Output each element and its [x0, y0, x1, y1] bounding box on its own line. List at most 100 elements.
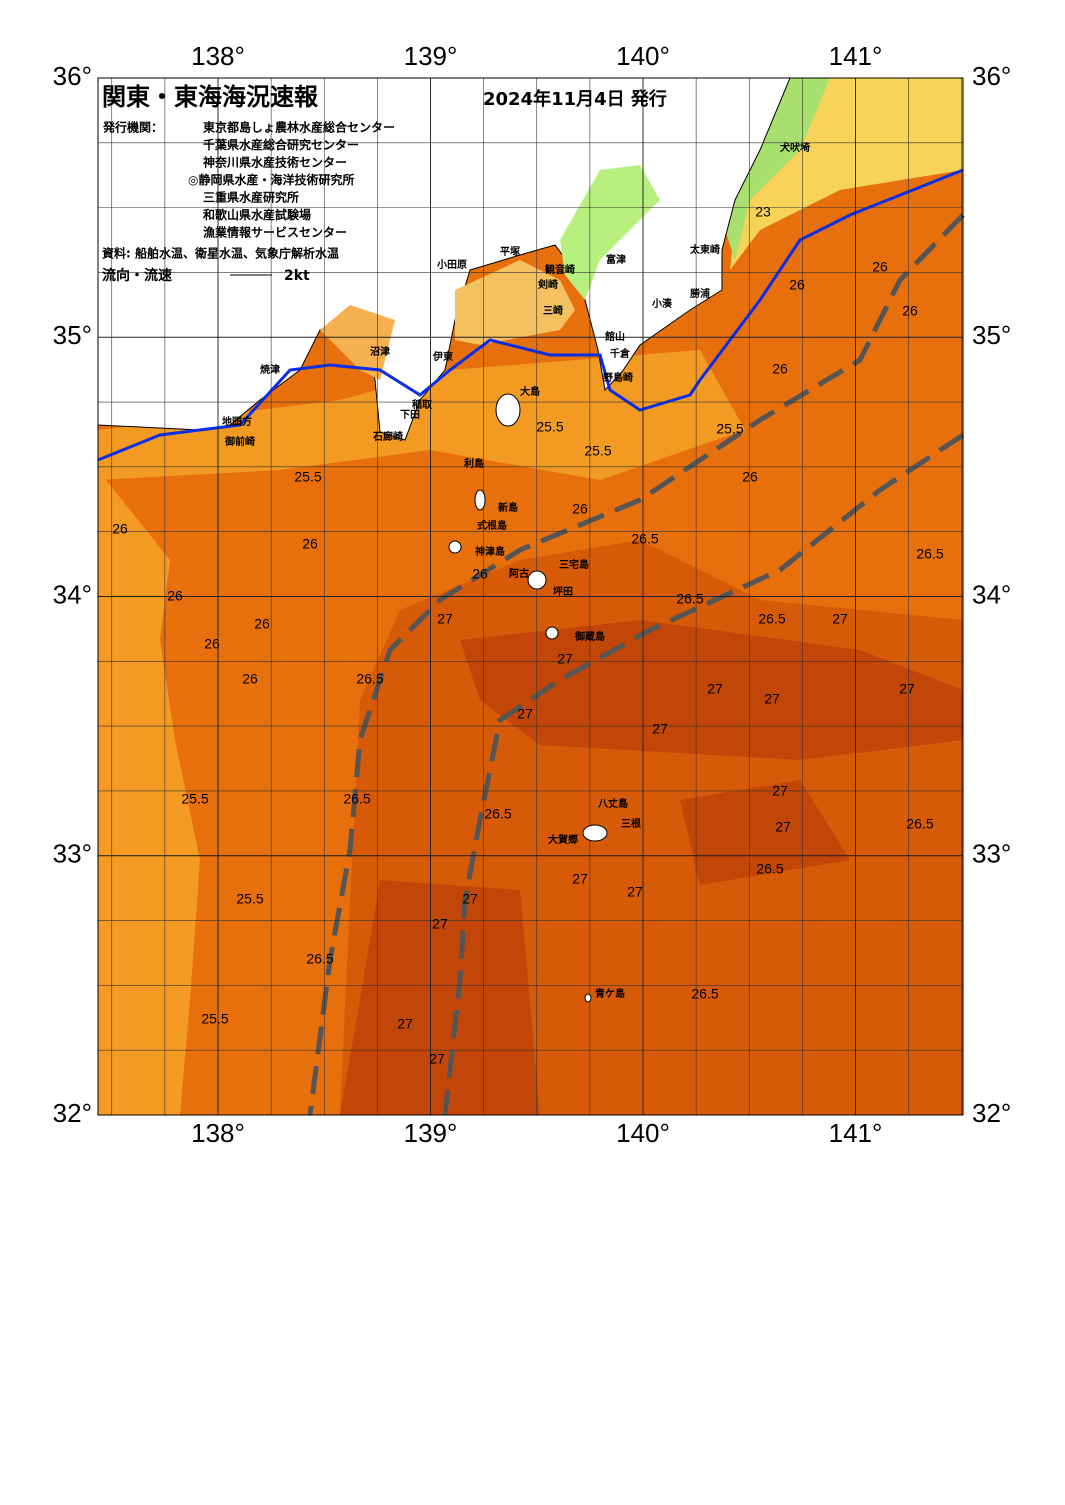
place-name: 三崎: [543, 304, 563, 317]
island: [582, 824, 608, 842]
lat-tick-label: 35°: [972, 320, 1011, 350]
warm-zone-light: [98, 470, 200, 1115]
island: [527, 570, 547, 590]
island: [474, 489, 486, 511]
contour-label: 26: [254, 616, 270, 632]
place-name: 八丈島: [597, 797, 628, 810]
place-name: 小田原: [436, 258, 467, 271]
lon-tick-label: 139°: [404, 1118, 458, 1148]
contour-label: 27: [775, 819, 791, 835]
place-name: 新島: [498, 501, 518, 514]
contour-label: 27: [397, 1016, 413, 1032]
contour-label: 25.5: [716, 421, 743, 437]
place-name: 剣崎: [537, 278, 558, 291]
contour-label: 27: [772, 783, 788, 799]
place-name: 小湊: [651, 297, 673, 310]
contour-label: 26: [789, 277, 805, 293]
contour-label: 23: [755, 204, 771, 220]
kuroshio-path: [442, 432, 965, 1116]
place-name: 石廊崎: [372, 430, 403, 443]
lon-tick-label: 139°: [404, 41, 458, 71]
place-name: 阿古: [509, 567, 529, 580]
lat-tick-label: 36°: [972, 61, 1011, 91]
contour-label: 26: [302, 536, 318, 552]
issuer-name: 神奈川県水産技術センター: [203, 155, 347, 170]
issuer-name: 和歌山県水産試験場: [202, 207, 311, 222]
lon-tick-label: 138°: [191, 41, 245, 71]
kuroshio-path: [307, 213, 965, 1116]
map-frame: [97, 77, 964, 1116]
place-name: 大賀郷: [548, 833, 578, 846]
lat-tick-label: 33°: [972, 839, 1011, 869]
lat-tick-label: 35°: [53, 320, 92, 350]
contour-label: 26.5: [906, 816, 933, 832]
place-name: 焼津: [260, 363, 280, 376]
place-name: 式根島: [477, 519, 507, 532]
contour-label: 26.5: [484, 806, 511, 822]
contour-label: 25.5: [536, 419, 563, 435]
contour-label: 25.5: [294, 469, 321, 485]
contour-label: 27: [517, 706, 533, 722]
legend-label: 流向・流速: [102, 267, 172, 284]
contour-label: 27: [764, 691, 780, 707]
contour-label: 26.5: [631, 531, 658, 547]
island: [584, 993, 592, 1003]
contour-label: 27: [572, 871, 588, 887]
contour-label: 26.5: [356, 671, 383, 687]
warm-core: [340, 880, 540, 1115]
contour-label: 25.5: [201, 1011, 228, 1027]
contour-label: 25.5: [181, 791, 208, 807]
place-name: 勝浦: [690, 287, 710, 300]
place-name: 三宅島: [559, 558, 589, 571]
source: 資料: 船舶水温、衛星水温、気象庁解析水温: [102, 246, 339, 261]
contour-label: 27: [437, 611, 453, 627]
contour-label: 26: [742, 469, 758, 485]
lat-tick-label: 32°: [972, 1098, 1011, 1128]
issuer-name: 漁業情報サービスセンター: [203, 225, 347, 240]
place-name: 青ケ島: [595, 987, 625, 1000]
coastal-zone: [98, 350, 745, 480]
issuer-label: 発行機関：: [102, 120, 163, 135]
contour-label: 26: [167, 588, 183, 604]
lon-tick-label: 138°: [191, 1118, 245, 1148]
lat-tick-label: 36°: [53, 61, 92, 91]
issuer-name: ◎静岡県水産・海洋技術研究所: [188, 172, 354, 187]
place-name: 野島崎: [603, 371, 633, 384]
legend-scale: 2kt: [284, 268, 310, 284]
lat-tick-label: 33°: [53, 839, 92, 869]
contour-label: 27: [432, 916, 448, 932]
contour-label: 26.5: [756, 861, 783, 877]
contour-label: 25.5: [236, 891, 263, 907]
lon-tick-label: 140°: [616, 1118, 670, 1148]
title: 関東・東海海況速報: [102, 83, 319, 111]
place-name: 太東崎: [689, 243, 720, 256]
place-name: 神津島: [475, 545, 505, 558]
place-name: 千倉: [610, 347, 631, 360]
cold-water: [725, 78, 830, 260]
contour-label: 26.5: [306, 951, 333, 967]
contour-label: 26: [204, 636, 220, 652]
contour-label: 26.5: [343, 791, 370, 807]
place-name: 大島: [520, 385, 540, 398]
place-name: 御蔵島: [574, 630, 605, 643]
contour-label: 26: [872, 259, 888, 275]
contour-label: 26: [472, 566, 488, 582]
place-name: 館山: [604, 330, 625, 343]
contour-label: 27: [652, 721, 668, 737]
contour-label: 27: [832, 611, 848, 627]
contour-label: 26.5: [691, 986, 718, 1002]
suruga-bay: [320, 305, 395, 380]
place-name: 富津: [606, 253, 626, 266]
place-name: 犬吠埼: [780, 141, 810, 154]
island: [448, 540, 462, 554]
warm-core: [460, 620, 963, 760]
place-name: 伊東: [432, 350, 453, 363]
place-name: 三根: [621, 817, 641, 830]
contour-label: 26.5: [916, 546, 943, 562]
place-name: 平塚: [500, 245, 520, 258]
contour-label: 27: [627, 884, 643, 900]
contour-label: 25.5: [584, 443, 611, 459]
tokyo-bay: [560, 165, 660, 300]
contour-label: 26.5: [758, 611, 785, 627]
contour-label: 26: [112, 521, 128, 537]
